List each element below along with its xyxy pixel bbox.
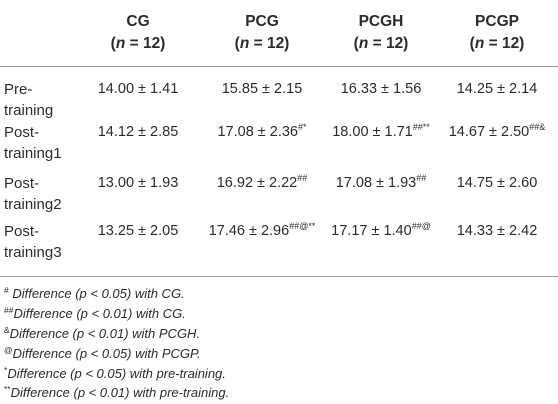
table-cell: 17.08 ± 1.93## [335,173,427,192]
footnote: &Difference (p < 0.01) with PCGH. [4,325,201,341]
row-label-post-training3: Post-training3 [4,223,62,261]
footnote: ##Difference (p < 0.01) with CG. [4,305,186,321]
table-cell: 17.46 ± 2.96##@** [208,221,316,240]
table-cell: 13.25 ± 2.05 [97,223,179,239]
footnote: @Difference (p < 0.05) with PCGP. [4,345,201,361]
table-cell: 13.00 ± 1.93 [97,175,179,191]
table-cell: 18.00 ± 1.71##** [332,122,430,141]
col-header-pcgp: PCGP (n = 12) [469,13,525,52]
footnote: *Difference (p < 0.05) with pre-training… [4,365,226,381]
table-cell: 15.85 ± 2.15 [221,81,303,97]
header-divider [0,66,558,67]
table-cell: 14.12 ± 2.85 [97,124,179,140]
row-label-pre-training: Pre-training [4,81,54,119]
table-cell: 17.08 ± 2.36#* [217,122,307,141]
row-label-post-training1: Post-training1 [4,124,62,162]
col-header-pcg: PCG (n = 12) [234,13,290,52]
table-cell: 14.00 ± 1.41 [97,81,179,97]
table-cell: 14.25 ± 2.14 [456,81,538,97]
col-header-cg: CG (n = 12) [110,13,166,52]
table-cell: 14.33 ± 2.42 [456,223,538,239]
row-label-post-training2: Post-training2 [4,175,62,213]
table-cell: 16.92 ± 2.22## [216,173,308,192]
col-header-pcgh: PCGH (n = 12) [353,13,409,52]
table-cell: 14.67 ± 2.50##& [448,122,546,141]
footnote: **Difference (p < 0.01) with pre-trainin… [4,384,230,400]
table-cell: 16.33 ± 1.56 [340,81,422,97]
table-cell: 14.75 ± 2.60 [456,175,538,191]
footnote: # Difference (p < 0.05) with CG. [4,285,185,301]
footnote-divider [0,276,558,277]
table-cell: 17.17 ± 1.40##@ [331,221,431,240]
